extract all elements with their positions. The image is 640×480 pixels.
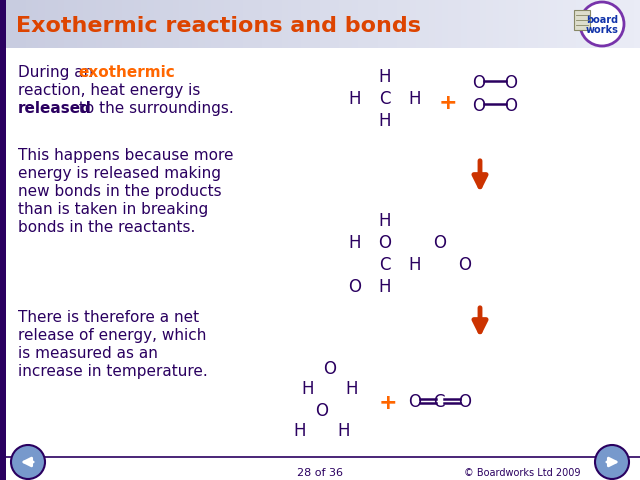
Text: H: H [346,380,358,398]
Text: Exothermic reactions and bonds: Exothermic reactions and bonds [16,16,421,36]
Text: H: H [379,112,391,130]
Text: +: + [438,93,458,113]
Text: O: O [378,234,392,252]
Text: 28 of 36: 28 of 36 [297,468,343,478]
Text: new bonds in the products: new bonds in the products [18,184,221,199]
Text: works: works [586,25,618,35]
Bar [574,10,590,30]
Text: H: H [379,278,391,296]
Text: H: H [409,90,421,108]
Text: H: H [301,380,314,398]
Text: H: H [379,212,391,230]
Text: increase in temperature.: increase in temperature. [18,364,208,379]
Text: +: + [379,393,397,413]
Text: O: O [349,278,362,296]
Text: H: H [349,234,361,252]
Text: H: H [294,422,307,440]
Text: O: O [504,74,517,92]
Circle shape [580,2,624,46]
Text: than is taken in breaking: than is taken in breaking [18,202,208,217]
Text: H: H [338,422,350,440]
Text: O: O [408,393,421,411]
Text: to the surroundings.: to the surroundings. [74,101,234,116]
Text: C: C [380,256,391,274]
Text: O: O [458,393,471,411]
Text: © Boardworks Ltd 2009: © Boardworks Ltd 2009 [463,468,580,478]
Text: C: C [433,393,445,411]
Bar [6,48,640,457]
Text: O: O [316,402,328,420]
Circle shape [11,445,45,479]
Text: released: released [18,101,92,116]
Circle shape [595,445,629,479]
Text: board: board [586,15,618,25]
Text: reaction, heat energy is: reaction, heat energy is [18,83,200,98]
Text: release of energy, which: release of energy, which [18,328,206,343]
Text: O: O [458,256,472,274]
Text: O: O [504,97,517,115]
Text: H: H [379,68,391,86]
Text: This happens because more: This happens because more [18,148,234,163]
Text: There is therefore a net: There is therefore a net [18,310,199,325]
Text: C: C [380,90,391,108]
Text: is measured as an: is measured as an [18,346,158,361]
Text: energy is released making: energy is released making [18,166,221,181]
Text: bonds in the reactants.: bonds in the reactants. [18,220,195,235]
Text: H: H [349,90,361,108]
Bar [0,0,6,480]
Text: O: O [472,97,485,115]
Text: O: O [433,234,447,252]
Text: exothermic: exothermic [78,65,175,80]
Text: H: H [409,256,421,274]
Text: O: O [472,74,485,92]
Text: During an: During an [18,65,98,80]
Text: O: O [323,360,337,378]
